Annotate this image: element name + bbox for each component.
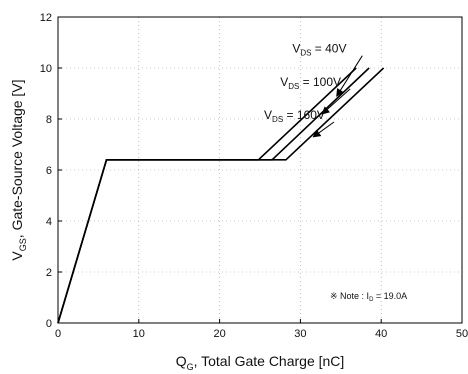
x-tick-label: 30 [294, 328, 306, 340]
axis-ticks: 0 10 20 30 40 50 0 2 4 6 8 10 12 [40, 12, 468, 340]
y-axis-title: VGS, Gate-Source Voltage [V] [9, 79, 28, 260]
y-tick-label: 0 [46, 318, 52, 330]
y-tick-label: 4 [46, 216, 52, 228]
note-label: ※ Note : ID = 19.0A [330, 291, 407, 303]
series-line-2 [57, 67, 370, 324]
annotation-label-2: VDS = 100V [280, 75, 341, 91]
x-tick-label: 50 [456, 328, 468, 340]
annotation-arrow-3 [312, 121, 335, 138]
annotation-arrow-2 [321, 88, 351, 115]
series-layer [57, 67, 385, 324]
x-tick-label: 40 [375, 328, 387, 340]
x-tick-label: 0 [55, 328, 61, 340]
annotations: VDS = 40V VDS = 100V VDS = 160V [264, 42, 363, 138]
x-tick-label: 20 [213, 328, 225, 340]
annotation-label-1: VDS = 40V [292, 42, 346, 58]
y-tick-label: 10 [40, 63, 52, 75]
series-line-3 [57, 67, 385, 324]
y-tick-label: 6 [46, 165, 52, 177]
grid [58, 17, 462, 323]
x-tick-label: 10 [133, 328, 145, 340]
annotation-arrow-1 [336, 55, 363, 97]
x-axis-title: QG, Total Gate Charge [nC] [176, 353, 345, 372]
y-tick-label: 12 [40, 12, 52, 24]
annotation-label-3: VDS = 160V [264, 108, 325, 124]
y-tick-label: 8 [46, 114, 52, 126]
y-tick-label: 2 [46, 267, 52, 279]
series-line-1 [57, 67, 357, 324]
